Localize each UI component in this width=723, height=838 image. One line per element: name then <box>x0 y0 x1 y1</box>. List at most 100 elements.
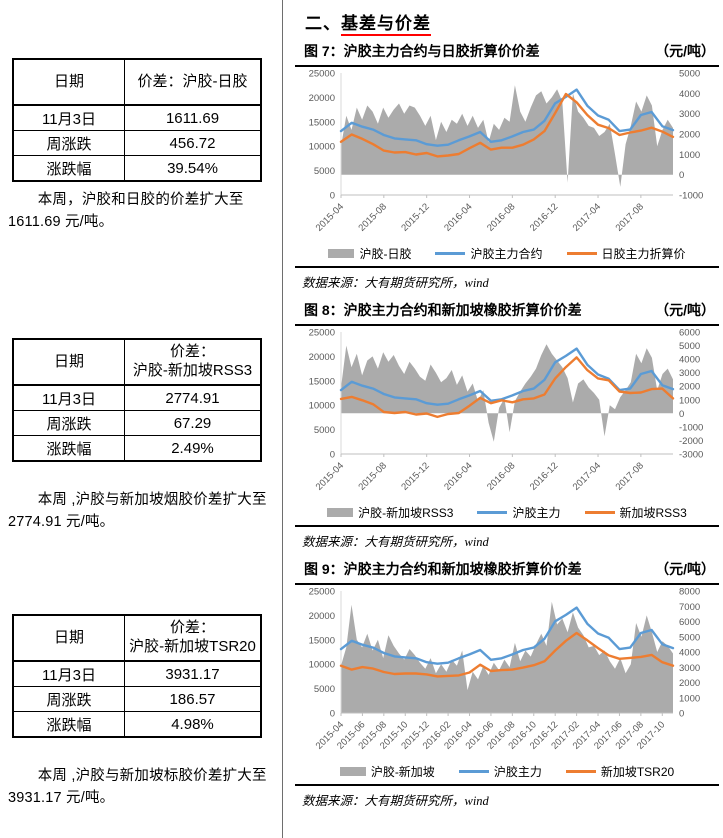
figure-9-legend: 沪胶-新加坡 沪胶主力 新加坡TSR20 <box>295 761 719 781</box>
svg-text:20000: 20000 <box>309 352 335 363</box>
table-row: 涨跌幅 4.98% <box>12 711 262 738</box>
figure-unit: （元/吨） <box>655 561 715 577</box>
data-source: 数据来源：大有期货研究所，wind <box>295 784 719 816</box>
figure-unit: （元/吨） <box>655 43 715 59</box>
legend-item-line1: 沪胶主力 <box>458 763 542 780</box>
figure-9-title-row: 图 9：沪胶主力合约和新加坡橡胶折算价价差 （元/吨） <box>295 557 719 585</box>
table-header-date: 日期 <box>12 58 125 106</box>
svg-text:5000: 5000 <box>679 69 700 80</box>
svg-text:2016-12: 2016-12 <box>528 201 560 233</box>
blue-line-swatch-icon <box>477 510 508 514</box>
svg-text:2015-12: 2015-12 <box>399 201 431 233</box>
svg-text:3000: 3000 <box>679 663 700 674</box>
svg-text:-1000: -1000 <box>679 422 703 433</box>
legend-item-area: 沪胶-新加坡 <box>339 763 435 780</box>
svg-text:1000: 1000 <box>679 150 700 161</box>
figure-7-block: 图 7：沪胶主力合约与日胶折算价价差 （元/吨） 0 5000 10000 15000… <box>295 39 719 298</box>
right-column: 二、基差与价差 图 7：沪胶主力合约与日胶折算价价差 （元/吨） 0 5000 10… <box>283 0 723 838</box>
table-header-date: 日期 <box>12 338 125 386</box>
figure-7-legend: 沪胶-日胶 沪胶主力合约 日胶主力折算价 <box>295 243 719 263</box>
svg-text:2016-04: 2016-04 <box>442 460 474 492</box>
legend-item-area: 沪胶-日胶 <box>328 245 411 262</box>
area-swatch-icon <box>328 248 355 258</box>
svg-text:20000: 20000 <box>309 93 335 104</box>
section-title: 二、基差与价差 <box>305 9 723 36</box>
svg-text:2016-12: 2016-12 <box>528 460 560 492</box>
svg-text:3000: 3000 <box>679 368 700 379</box>
svg-text:1000: 1000 <box>679 693 700 704</box>
table-row: 周涨跌 456.72 <box>12 130 262 156</box>
svg-text:10000: 10000 <box>309 660 335 671</box>
figure-unit: （元/吨） <box>655 302 715 318</box>
figure-8-legend: 沪胶-新加坡RSS3 沪胶主力 新加坡RSS3 <box>295 502 719 522</box>
orange-line-swatch-icon <box>584 510 615 514</box>
figure-caption: 图 7：沪胶主力合约与日胶折算价价差 <box>304 43 540 59</box>
table-header-spread: 价差： 沪胶-新加坡RSS3 <box>124 338 262 386</box>
svg-text:2000: 2000 <box>679 382 700 393</box>
figure-8-title-row: 图 8：沪胶主力合约和新加坡橡胶折算价价差 （元/吨） <box>295 298 719 326</box>
legend-item-area: 沪胶-新加坡RSS3 <box>327 504 453 521</box>
svg-text:2017-08: 2017-08 <box>614 460 646 492</box>
svg-text:5000: 5000 <box>679 341 700 352</box>
figure-8-chart-canvas: 0500010000150002000025000-3000-2000-1000… <box>309 328 704 493</box>
svg-text:15000: 15000 <box>309 635 335 646</box>
table-row: 周涨跌 67.29 <box>12 410 262 436</box>
legend-item-line1: 沪胶主力合约 <box>435 245 543 262</box>
table-row: 11月3日 3931.17 <box>12 660 262 687</box>
data-source: 数据来源：大有期货研究所，wind <box>295 266 719 298</box>
svg-text:4000: 4000 <box>679 355 700 366</box>
blue-line-swatch-icon <box>458 769 489 773</box>
summary-paragraph: 本周，沪胶和日胶的价差扩大至 1611.69 元/吨。 <box>8 192 244 230</box>
orange-line-swatch-icon <box>565 769 596 773</box>
area-swatch-icon <box>339 766 366 776</box>
spread-block-rss-japan: 日期 价差：沪胶-日胶 11月3日 1611.69 周涨跌 456.72 涨跌幅… <box>0 58 283 234</box>
svg-text:-2000: -2000 <box>679 436 703 447</box>
svg-text:2015-08: 2015-08 <box>357 201 389 233</box>
table-row: 11月3日 2774.91 <box>12 384 262 411</box>
svg-text:2016-08: 2016-08 <box>485 460 517 492</box>
svg-text:2015-08: 2015-08 <box>357 460 389 492</box>
legend-item-line2: 新加坡RSS3 <box>584 504 687 521</box>
figure-caption: 图 8：沪胶主力合约和新加坡橡胶折算价价差 <box>304 302 582 318</box>
legend-item-line2: 新加坡TSR20 <box>565 763 674 780</box>
legend-item-line1: 沪胶主力 <box>477 504 561 521</box>
svg-text:5000: 5000 <box>314 166 335 177</box>
svg-text:25000: 25000 <box>309 328 335 339</box>
data-source: 数据来源：大有期货研究所，wind <box>295 525 719 557</box>
svg-text:25000: 25000 <box>309 69 335 80</box>
table-row: 11月3日 1611.69 <box>12 104 262 131</box>
svg-text:2015-12: 2015-12 <box>399 460 431 492</box>
table-row: 涨跌幅 2.49% <box>12 435 262 462</box>
section-number: 二、 <box>305 14 341 33</box>
legend-item-line2: 日胶主力折算价 <box>566 245 686 262</box>
svg-text:2000: 2000 <box>679 130 700 141</box>
price-diff-table-japan: 日期 价差：沪胶-日胶 11月3日 1611.69 周涨跌 456.72 涨跌幅… <box>12 58 262 182</box>
svg-text:2015-04: 2015-04 <box>314 460 346 492</box>
svg-text:2015-04: 2015-04 <box>314 201 346 233</box>
svg-text:2000: 2000 <box>679 678 700 689</box>
svg-text:5000: 5000 <box>314 684 335 695</box>
svg-text:0: 0 <box>330 191 335 202</box>
svg-text:2016-04: 2016-04 <box>442 201 474 233</box>
svg-text:25000: 25000 <box>309 587 335 598</box>
spread-block-sgp-rss3: 日期 价差： 沪胶-新加坡RSS3 11月3日 2774.91 周涨跌 67.2… <box>0 338 283 534</box>
svg-text:0: 0 <box>679 409 684 420</box>
svg-text:7000: 7000 <box>679 602 700 613</box>
blue-line-swatch-icon <box>435 251 466 255</box>
table-header-spread: 价差：沪胶-日胶 <box>124 58 262 106</box>
svg-text:2017-08: 2017-08 <box>614 201 646 233</box>
svg-text:4000: 4000 <box>679 89 700 100</box>
svg-text:0: 0 <box>679 170 684 181</box>
area-swatch-icon <box>327 507 354 517</box>
svg-text:0: 0 <box>679 709 684 720</box>
svg-text:6000: 6000 <box>679 328 700 339</box>
svg-text:2016-08: 2016-08 <box>485 201 517 233</box>
figure-8-block: 图 8：沪胶主力合约和新加坡橡胶折算价价差 （元/吨） 0 5000 10000 15… <box>295 298 719 557</box>
figure-9-chart-canvas: 0 5000 10000 15000 20000 25000 0 1000 2000 3000 40… <box>309 587 701 752</box>
figure-caption: 图 9：沪胶主力合约和新加坡橡胶折算价价差 <box>304 561 582 577</box>
svg-text:0: 0 <box>330 450 335 461</box>
spread-block-sgp-tsr20: 日期 价差： 沪胶-新加坡TSR20 11月3日 3931.17 周涨跌 186… <box>0 614 283 810</box>
svg-text:10000: 10000 <box>309 401 335 412</box>
svg-text:1000: 1000 <box>679 395 700 406</box>
table-header-date: 日期 <box>12 614 125 662</box>
